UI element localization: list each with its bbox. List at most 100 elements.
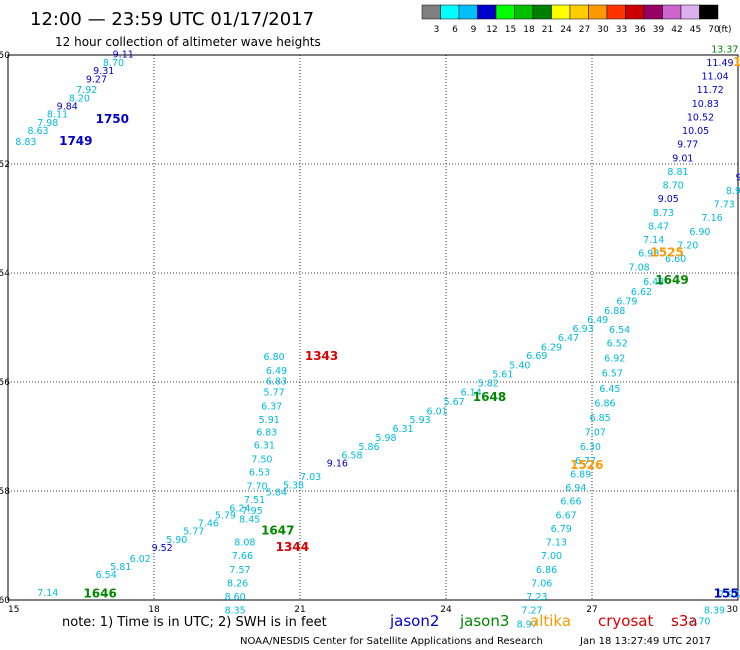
swh-value: 6.60 bbox=[665, 254, 686, 265]
swh-scale-label: 70 bbox=[708, 25, 720, 35]
swh-value: 6.47 bbox=[558, 333, 579, 344]
swh-value: 8.39 bbox=[704, 606, 725, 617]
pass-time-label: 1647 bbox=[261, 524, 294, 538]
pass-time-label: 1525 bbox=[650, 246, 683, 260]
swh-value: 6.57 bbox=[602, 369, 623, 380]
swh-value: 9.1 bbox=[736, 172, 740, 183]
swh-value: 7.23 bbox=[526, 592, 547, 603]
swh-value: 6.77 bbox=[575, 456, 596, 467]
swh-value: 8.73 bbox=[653, 208, 674, 219]
swh-scale-label: 15 bbox=[505, 25, 516, 35]
swh-value: 7.92 bbox=[76, 85, 97, 96]
swh-value: 6.49 bbox=[587, 315, 608, 326]
pass-time-label: 15 bbox=[733, 55, 740, 69]
swh-value: 6.93 bbox=[638, 249, 659, 260]
mission-label-altika: altika bbox=[530, 612, 571, 630]
swh-value: 5.84 bbox=[266, 487, 287, 498]
swh-value: 6.54 bbox=[96, 570, 117, 581]
swh-value: 11.72 bbox=[697, 85, 724, 96]
swh-value: 6.37 bbox=[261, 401, 282, 412]
swh-value: 6.80 bbox=[264, 352, 285, 363]
swh-scale-swatch bbox=[495, 4, 515, 20]
pass-time-label: 1750 bbox=[96, 112, 129, 126]
swh-scale-swatch bbox=[551, 4, 571, 20]
x-tick-label: 30 bbox=[727, 605, 739, 615]
swh-value: 8.98 bbox=[726, 186, 740, 197]
swh-value: 7.20 bbox=[677, 240, 698, 251]
swh-value: 6.92 bbox=[604, 353, 625, 364]
swh-value: 7.03 bbox=[300, 472, 321, 483]
swh-scale-swatch bbox=[532, 4, 552, 20]
swh-scale-label: 33 bbox=[616, 25, 627, 35]
swh-value: 5.40 bbox=[509, 360, 530, 371]
swh-value: 5.79 bbox=[215, 510, 236, 521]
swh-scale-swatch bbox=[569, 4, 589, 20]
swh-value: 6.31 bbox=[392, 424, 413, 435]
swh-value: 8.70 bbox=[663, 181, 684, 192]
swh-value: 9.27 bbox=[86, 74, 107, 85]
swh-scale-swatch bbox=[643, 4, 663, 20]
swh-scale-swatch bbox=[458, 4, 478, 20]
swh-value: 6.14 bbox=[461, 388, 482, 399]
pass-times: 1750 1749 1343 1344 1647 1646 1648 1526 1649 1525… bbox=[59, 55, 740, 600]
swh-value: 6.52 bbox=[607, 339, 628, 350]
pass-time-label: 1649 bbox=[655, 273, 688, 287]
swh-scale-swatch bbox=[477, 4, 497, 20]
swh-value: 6.49 bbox=[266, 366, 287, 377]
y-tick-label: -60 bbox=[0, 596, 10, 606]
swh-value: 10.52 bbox=[687, 112, 714, 123]
swh-value: 9.05 bbox=[658, 194, 679, 205]
swh-value: 7.08 bbox=[629, 262, 650, 273]
swh-value: 6.83 bbox=[266, 377, 287, 388]
swh-value: 9.77 bbox=[677, 140, 698, 151]
swh-value: 8.60 bbox=[225, 592, 246, 603]
swh-scale-swatch bbox=[680, 4, 700, 20]
swh-value: 7.57 bbox=[229, 565, 250, 576]
swh-value: 7.07 bbox=[585, 427, 606, 438]
pass-time-label: 1343 bbox=[305, 349, 338, 363]
swh-value: 7.14 bbox=[643, 235, 664, 246]
swh-value: 8.81 bbox=[667, 167, 688, 178]
swh-value: 10.05 bbox=[682, 126, 709, 137]
x-tick-label: 27 bbox=[586, 605, 597, 615]
swh-value: 13.37 bbox=[711, 44, 738, 55]
swh-scale-label: 36 bbox=[634, 25, 646, 35]
swh-value: 5.77 bbox=[264, 388, 285, 399]
swh-value: 11.04 bbox=[702, 72, 729, 83]
swh-scale-swatch bbox=[625, 4, 645, 20]
swh-value: 6.53 bbox=[249, 468, 270, 479]
footer-note: note: 1) Time is in UTC; 2) SWH is in fe… bbox=[62, 615, 327, 630]
mission-label-s3a: s3a bbox=[671, 612, 698, 630]
swh-value: 6.01 bbox=[427, 407, 448, 418]
pass-time-label: 1526 bbox=[570, 458, 603, 472]
y-tick-label: -54 bbox=[0, 269, 10, 279]
pass-time-label: 1648 bbox=[473, 390, 506, 404]
x-tick-label: 15 bbox=[8, 605, 19, 615]
swh-value: 6.43 bbox=[643, 277, 664, 288]
x-tick-label: 18 bbox=[148, 605, 160, 615]
swh-value: 7.50 bbox=[251, 455, 272, 466]
mission-label-cryosat: cryosat bbox=[598, 612, 653, 630]
swh-value: 6.29 bbox=[541, 342, 562, 353]
swh-scale-label: 21 bbox=[542, 25, 553, 35]
swh-value: 5.98 bbox=[375, 433, 396, 444]
swh-value: 7.06 bbox=[531, 578, 552, 589]
pass-time-label: 1749 bbox=[59, 134, 92, 148]
swh-value: 7.93 bbox=[719, 589, 740, 600]
y-tick-label: -58 bbox=[0, 487, 10, 497]
mission-label-jason3: jason3 bbox=[459, 612, 509, 630]
swh-scale-label: 39 bbox=[653, 25, 665, 35]
swh-value: 8.83 bbox=[15, 137, 36, 148]
x-tick-label: 21 bbox=[294, 605, 305, 615]
swh-scale-swatch bbox=[514, 4, 534, 20]
chart-title: 12:00 — 23:59 UTC 01/17/2017 bbox=[30, 9, 314, 30]
swh-color-scale: 3 6 9 12 15 18 21 24 27 30 33 36 39 42 45 70(ft) bbox=[421, 4, 732, 35]
pass-time-label: 1646 bbox=[83, 586, 116, 600]
swh-value: 7.14 bbox=[37, 588, 58, 599]
swh-value: 5.82 bbox=[478, 378, 499, 389]
swh-value: 7.46 bbox=[198, 518, 219, 529]
plot-frame bbox=[7, 54, 739, 601]
swh-value: 7.51 bbox=[244, 495, 265, 506]
swh-value: 9.11 bbox=[113, 50, 134, 61]
swh-value: 7.13 bbox=[546, 538, 567, 549]
